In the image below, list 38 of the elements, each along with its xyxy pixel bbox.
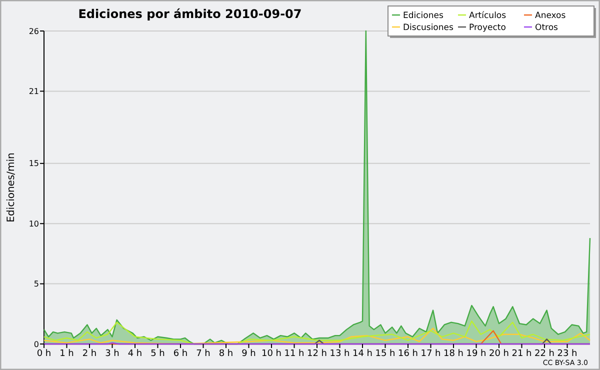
x-tick-label: 15 h xyxy=(375,349,396,359)
x-tick-label: 11 h xyxy=(284,349,304,359)
y-tick-label: 21 xyxy=(28,86,39,96)
x-tick-label: 23 h xyxy=(557,349,578,359)
x-tick-label: 7 h xyxy=(196,349,210,359)
x-tick-label: 21 h xyxy=(512,349,532,359)
x-tick-label: 14 h xyxy=(352,349,373,359)
x-tick-label: 0 h xyxy=(36,349,52,359)
y-axis-title: Ediciones/min xyxy=(6,152,17,222)
x-tick-label: 10 h xyxy=(261,349,282,359)
y-tick-label: 15 xyxy=(28,159,39,168)
x-tick-label: 1 h xyxy=(60,349,74,359)
x-tick-label: 18 h xyxy=(443,349,464,359)
x-tick-label: 8 h xyxy=(218,349,234,359)
x-tick-label: 4 h xyxy=(128,349,142,359)
x-tick-label: 9 h xyxy=(242,349,256,359)
legend-label: Ediciones xyxy=(403,10,444,21)
legend-label: Otros xyxy=(535,22,559,33)
y-tick-label: 0 xyxy=(34,340,39,349)
x-tick-label: 17 h xyxy=(420,349,441,359)
x-tick-label: 12 h xyxy=(306,349,328,359)
x-tick-label: 2 h xyxy=(82,349,97,359)
x-tick-label: 6 h xyxy=(173,349,188,359)
y-tick-label: 26 xyxy=(28,26,39,36)
legend-label: Artículos xyxy=(469,10,507,21)
x-tick-label: 16 h xyxy=(398,349,418,359)
x-tick-label: 5 h xyxy=(150,349,165,359)
legend-label: Discusiones xyxy=(403,22,454,33)
y-tick-label: 10 xyxy=(28,219,39,228)
x-tick-label: 22 h xyxy=(534,349,555,359)
y-tick-label: 5 xyxy=(34,280,39,289)
x-tick-label: 19 h xyxy=(466,349,486,359)
x-tick-label: 20 h xyxy=(488,349,510,359)
legend-label: Proyecto xyxy=(469,22,506,33)
chart-title: Ediciones por ámbito 2010-09-07 xyxy=(78,7,302,21)
x-tick-label: 3 h xyxy=(105,349,120,359)
legend-label: Anexos xyxy=(535,10,566,21)
x-tick-label: 13 h xyxy=(330,349,350,359)
